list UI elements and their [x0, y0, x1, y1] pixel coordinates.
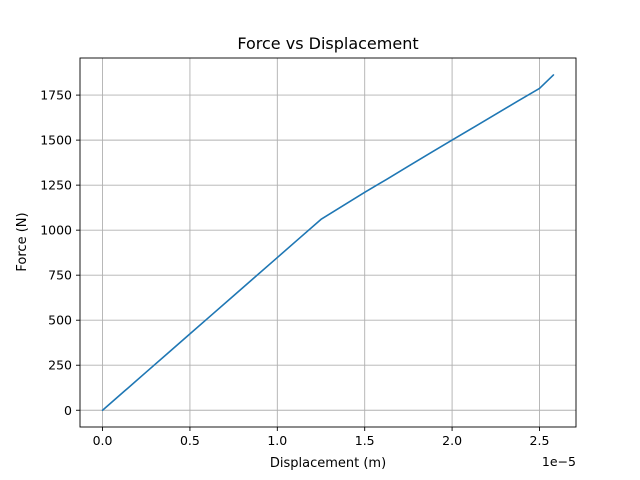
y-tick-label: 0: [64, 403, 72, 418]
x-tick-label: 2.5: [530, 433, 550, 448]
x-tick-label: 2.0: [442, 433, 462, 448]
y-axis-label: Force (N): [15, 212, 30, 271]
y-tick-label: 1250: [40, 178, 72, 193]
x-axis-ticks: 0.0 0.5 1.0 1.5 2.0 2.5: [93, 427, 550, 448]
y-tick-label: 750: [48, 268, 72, 283]
y-tick-label: 250: [48, 358, 72, 373]
chart-title: Force vs Displacement: [237, 34, 418, 53]
series-layer: [101, 74, 555, 412]
plot-frame: [79, 57, 577, 428]
grid: [80, 58, 576, 427]
y-axis-ticks: 0 250 500 750 1000 1250 1500 1750: [40, 88, 80, 418]
x-tick-label: 0.5: [180, 433, 200, 448]
y-tick-label: 1750: [40, 88, 72, 103]
y-tick-label: 1000: [40, 223, 72, 238]
x-axis-offset-label: 1e−5: [542, 454, 576, 469]
x-tick-label: 1.0: [267, 433, 287, 448]
y-tick-label: 1500: [40, 133, 72, 148]
x-axis-label: Displacement (m): [270, 456, 386, 471]
y-tick-label: 500: [48, 313, 72, 328]
x-tick-label: 1.5: [355, 433, 375, 448]
series-line: [101, 74, 555, 412]
x-tick-label: 0.0: [93, 433, 113, 448]
